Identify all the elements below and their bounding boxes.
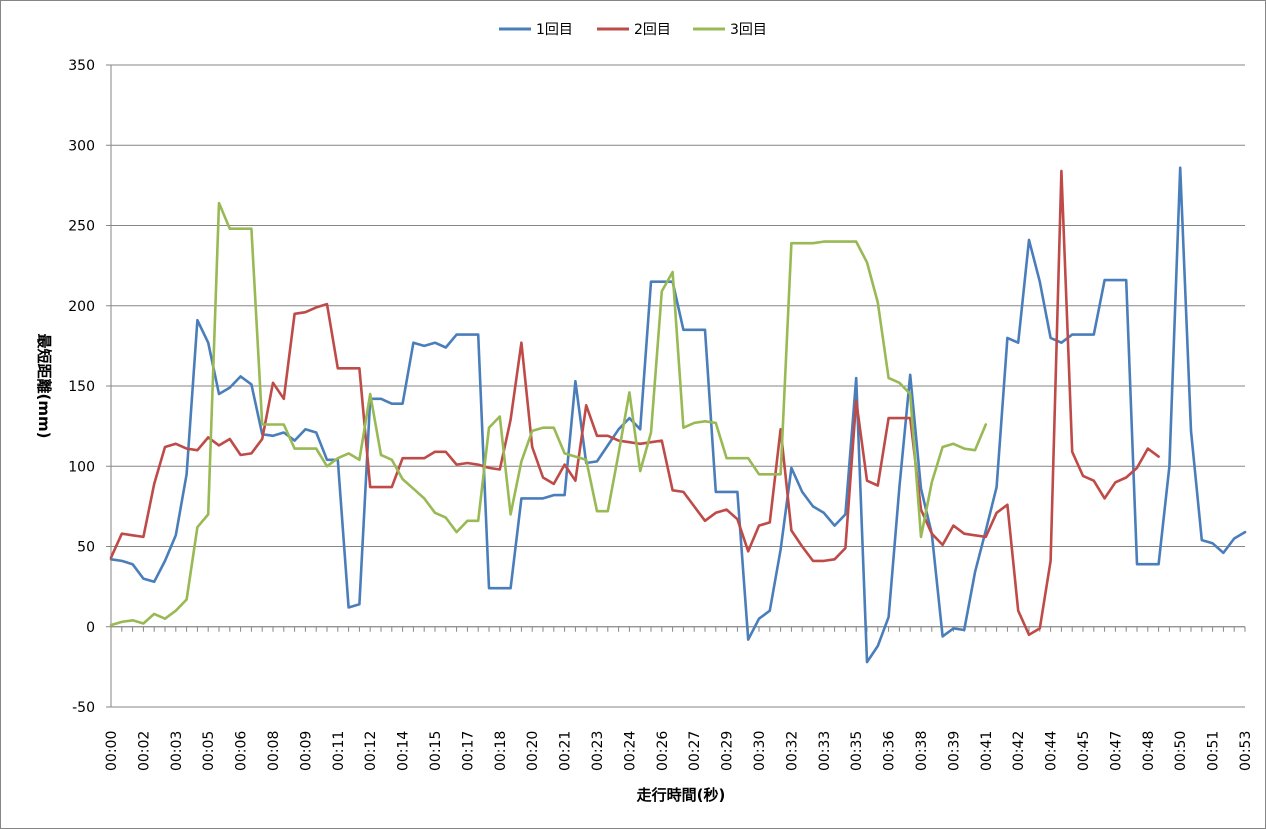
x-tick-label: 00:41 <box>979 731 995 771</box>
x-tick-label: 00:50 <box>1173 731 1189 771</box>
y-tick-label: 300 <box>68 138 95 154</box>
x-axis-title: 走行時間(秒) <box>637 786 726 804</box>
x-tick-label: 00:21 <box>558 731 574 771</box>
x-tick-label: 00:02 <box>136 731 152 771</box>
x-tick-label: 00:38 <box>914 731 930 771</box>
y-tick-label: 350 <box>68 58 95 74</box>
x-tick-label: 00:05 <box>201 731 217 771</box>
series-line-3 <box>109 201 988 627</box>
x-tick-label: 00:45 <box>1076 731 1092 771</box>
y-tick-label: 0 <box>86 620 95 636</box>
x-tick-label: 00:27 <box>687 731 703 771</box>
x-tick-label: 00:47 <box>1108 731 1124 771</box>
x-axis: 00:00 00:02 00:03 00:05 00:06 00:08 00:09 00:11… <box>104 626 1254 771</box>
legend-label-3: 3回目 <box>730 22 767 38</box>
x-tick-label: 00:33 <box>817 731 833 771</box>
x-tick-label: 00:17 <box>460 731 476 771</box>
x-tick-label: 00:48 <box>1141 731 1157 771</box>
x-tick-label: 00:00 <box>104 731 120 771</box>
y-tick-label: 50 <box>77 540 95 556</box>
x-tick-label: 00:32 <box>784 731 800 771</box>
legend: 1回目 2回目 3回目 <box>499 22 767 38</box>
x-tick-label: 00:03 <box>169 731 185 771</box>
x-tick-label: 00:14 <box>396 731 412 771</box>
gridlines <box>111 64 1245 708</box>
x-tick-label: 00:08 <box>266 731 282 771</box>
y-axis: 350 300 250 200 150 100 50 0 -50 <box>68 58 112 716</box>
series-line-1 <box>109 166 1247 664</box>
y-tick-label: -50 <box>72 700 95 716</box>
x-tick-label: 00:24 <box>622 731 638 771</box>
y-axis-title: 最短距離(mm) <box>35 334 53 439</box>
x-tick-label: 00:06 <box>234 731 250 771</box>
x-tick-label: 00:12 <box>363 731 379 771</box>
y-tick-label: 150 <box>68 379 95 395</box>
x-tick-label: 00:35 <box>849 731 865 771</box>
y-tick-label: 250 <box>68 219 95 235</box>
legend-label-1: 1回目 <box>536 22 573 38</box>
x-tick-label: 00:09 <box>298 731 314 771</box>
x-tick-label: 00:20 <box>525 731 541 771</box>
y-tick-label: 200 <box>68 299 95 315</box>
y-tick-label: 100 <box>68 459 95 475</box>
x-tick-label: 00:30 <box>752 731 768 771</box>
x-tick-label: 00:44 <box>1044 731 1060 771</box>
x-tick-label: 00:18 <box>493 731 509 771</box>
x-tick-label: 00:42 <box>1011 731 1027 771</box>
x-tick-label: 00:53 <box>1238 731 1254 771</box>
series-lines <box>109 166 1247 664</box>
x-tick-label: 00:23 <box>590 731 606 771</box>
x-tick-label: 00:39 <box>946 731 962 771</box>
x-tick-label: 00:51 <box>1206 731 1222 771</box>
series-line-2 <box>109 169 1160 637</box>
x-tick-label: 00:15 <box>428 731 444 771</box>
legend-label-2: 2回目 <box>634 22 671 38</box>
x-tick-label: 00:29 <box>720 731 736 771</box>
x-tick-label: 00:36 <box>882 731 898 771</box>
x-tick-label: 00:26 <box>655 731 671 771</box>
x-tick-label: 00:11 <box>331 731 347 771</box>
